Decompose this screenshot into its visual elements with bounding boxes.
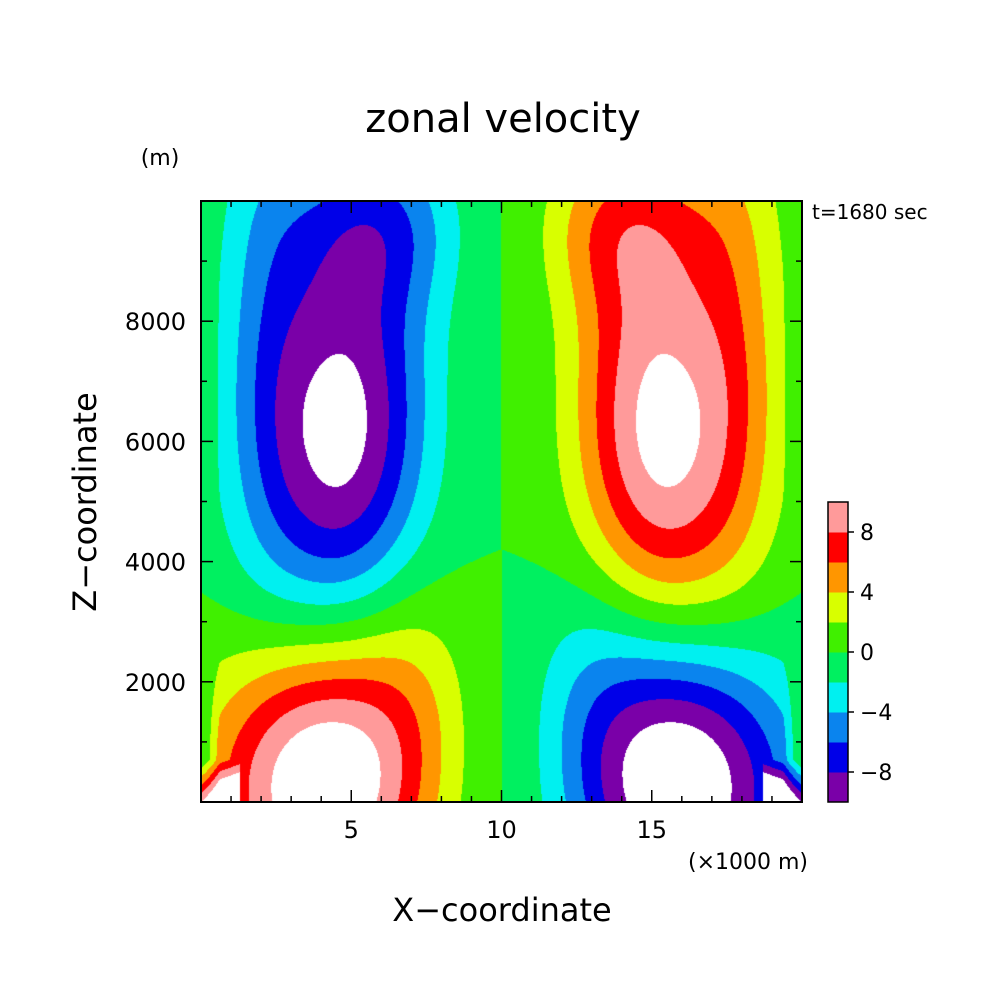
colorbar-bin — [828, 682, 848, 713]
colorbar-label: 0 — [860, 641, 874, 666]
colorbar-bin — [828, 652, 848, 683]
y-tick-label: 6000 — [125, 428, 186, 456]
y-unit-label: (m) — [141, 146, 180, 171]
colorbar: −8 −4 0 4 8 — [827, 501, 892, 803]
chart-title: zonal velocity — [365, 96, 641, 142]
colorbar-label: 4 — [860, 581, 874, 606]
y-tick-label: 2000 — [125, 669, 186, 697]
colorbar-bin — [828, 532, 848, 563]
contour-field — [201, 201, 802, 802]
colorbar-bin — [828, 772, 848, 803]
colorbar-label: −8 — [860, 761, 892, 786]
colorbar-bin — [828, 562, 848, 593]
colorbar-bin — [828, 742, 848, 773]
y-tick-label: 4000 — [125, 549, 186, 577]
time-label: t=1680 sec — [812, 200, 928, 224]
y-axis-title: Z−coordinate — [66, 392, 104, 611]
x-tick-label: 5 — [344, 816, 359, 844]
colorbar-label: −4 — [860, 701, 892, 726]
x-unit-label: (×1000 m) — [688, 850, 808, 875]
colorbar-bin — [828, 712, 848, 743]
colorbar-bin — [828, 502, 848, 533]
colorbar-bin — [828, 592, 848, 623]
x-axis-title: X−coordinate — [392, 891, 611, 929]
x-ticks: 5 10 15 — [230, 201, 773, 844]
contour-field-container — [201, 201, 802, 802]
x-tick-label: 10 — [486, 816, 517, 844]
x-tick-label: 15 — [636, 816, 667, 844]
colorbar-label: 8 — [860, 521, 874, 546]
y-ticks: 2000 4000 6000 8000 — [125, 260, 802, 743]
colorbar-bin — [828, 622, 848, 653]
y-tick-label: 8000 — [125, 308, 186, 336]
